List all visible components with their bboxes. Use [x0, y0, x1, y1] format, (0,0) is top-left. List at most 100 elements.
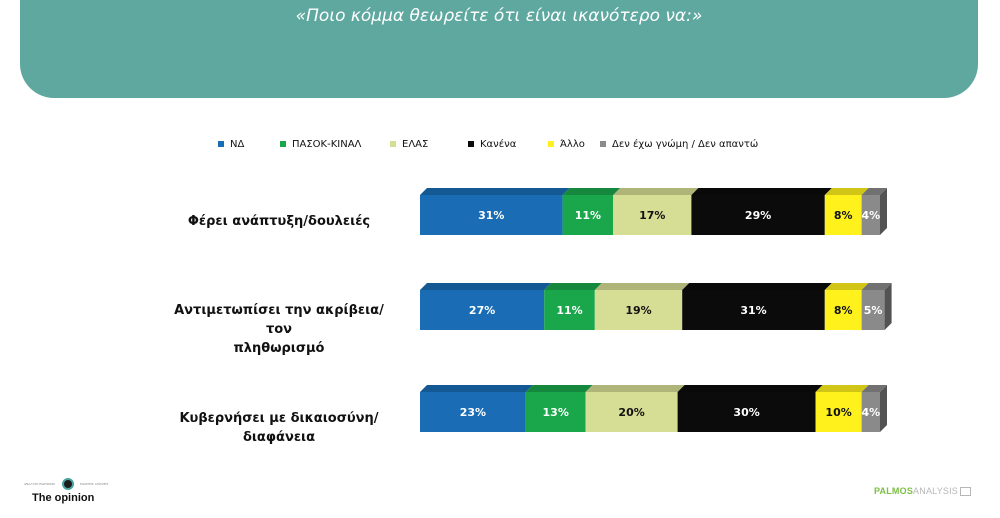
bar-segment-front	[824, 195, 862, 235]
bar-segment-top	[544, 283, 602, 290]
bar-segment-front	[682, 290, 825, 330]
bar-segment-front	[594, 290, 683, 330]
bar-segment-top	[815, 385, 869, 392]
bar-segment-top	[594, 283, 690, 290]
the-opinion-logo: ΑΝΑΛΥΣΗ ΕΙΔΗΣΕΩΝ ΕΙΔΗΣΕΙΣ ΑΠΟΨΕΙΣ The op…	[24, 478, 134, 508]
bar-segment-top	[691, 188, 832, 195]
bar-segment	[544, 283, 602, 330]
bar-segment-front	[420, 392, 526, 432]
data-label: 5%	[864, 304, 883, 317]
data-label: 31%	[740, 304, 766, 317]
bar-segment	[861, 385, 887, 432]
legend-label-elas: ΕΛΑΣ	[402, 138, 429, 150]
palmos-logo-text: PALMOS	[874, 486, 914, 496]
bar-segment-top	[525, 385, 593, 392]
title-banner: «Ποιο κόμμα θεωρείτε ότι είναι ικανότερο…	[20, 0, 978, 98]
bar-segment-top	[585, 385, 685, 392]
bar-segment-front	[824, 290, 862, 330]
bar-segment	[824, 283, 869, 330]
bar-segment-front	[815, 392, 862, 432]
data-label: 11%	[575, 209, 601, 222]
category-label-anaptyxi: Φέρει ανάπτυξη/δουλειές	[164, 213, 394, 232]
legend-item-kanena: Κανένα	[468, 139, 548, 150]
bar-segment	[420, 188, 570, 235]
bar-segment-front	[420, 195, 563, 235]
bar-segment-top	[861, 283, 892, 290]
bar-segment-top	[824, 283, 869, 290]
bar-segment-front	[691, 195, 825, 235]
bar-segment	[691, 188, 832, 235]
bar-segment	[525, 385, 593, 432]
logo-tagline-right: ΕΙΔΗΣΕΙΣ ΑΠΟΨΕΙΣ	[80, 482, 109, 486]
legend-label-nd: ΝΔ	[230, 138, 245, 150]
legend-swatch-elas	[390, 141, 396, 147]
category-label-line: Αντιμετωπίσει την ακρίβεια/τον	[174, 303, 384, 337]
legend-item-den-exo-gnomi: Δεν έχω γνώμη / Δεν απαντώ	[600, 139, 758, 150]
data-label: 27%	[469, 304, 495, 317]
legend-item-elas: ΕΛΑΣ	[390, 139, 468, 150]
legend-item-pasok: ΠΑΣΟΚ-ΚΙΝΑΛ	[280, 139, 390, 150]
legend-label-pasok: ΠΑΣΟΚ-ΚΙΝΑΛ	[292, 138, 362, 150]
data-label: 20%	[618, 406, 644, 419]
bar-side-face	[880, 385, 887, 432]
data-label: 4%	[861, 209, 880, 222]
data-label: 17%	[639, 209, 665, 222]
legend-label-den-exo-gnomi: Δεν έχω γνώμη / Δεν απαντώ	[612, 138, 759, 150]
data-label: 23%	[460, 406, 486, 419]
category-label-line: πληθωρισμό	[233, 340, 325, 356]
bar-segment-front	[677, 392, 816, 432]
speech-bubble-icon	[960, 487, 971, 497]
bar-segment-top	[677, 385, 823, 392]
data-label: 29%	[745, 209, 771, 222]
bar-segment-front	[861, 290, 885, 330]
data-label: 19%	[625, 304, 651, 317]
bar-segment-top	[613, 188, 699, 195]
bar-segment	[682, 283, 832, 330]
legend-label-allo: Άλλο	[560, 138, 585, 150]
data-label: 8%	[834, 209, 853, 222]
bar-segment	[420, 283, 552, 330]
bar-segment	[677, 385, 823, 432]
data-label: 8%	[834, 304, 853, 317]
legend-swatch-nd	[218, 141, 224, 147]
bar-segment	[585, 385, 685, 432]
the-opinion-logo-mark	[62, 478, 74, 490]
data-label: 10%	[825, 406, 851, 419]
legend-item-allo: Άλλο	[548, 139, 600, 150]
bar-segment	[824, 188, 869, 235]
data-label: 4%	[861, 406, 880, 419]
legend: ΝΔ ΠΑΣΟΚ-ΚΙΝΑΛ ΕΛΑΣ Κανένα Άλλο Δεν έχω …	[218, 136, 758, 152]
bar-segment	[594, 283, 690, 330]
bar-segment-front	[525, 392, 586, 432]
bar-segment	[420, 385, 533, 432]
bar-segment	[861, 283, 892, 330]
bar-segment-top	[420, 283, 552, 290]
category-label-line: Φέρει ανάπτυξη/δουλειές	[187, 214, 371, 229]
logo-tagline-left: ΑΝΑΛΥΣΗ ΕΙΔΗΣΕΩΝ	[24, 482, 55, 486]
legend-label-kanena: Κανένα	[480, 138, 517, 150]
bar-segment-top	[420, 188, 570, 195]
bar-segment-top	[420, 385, 533, 392]
bar-segment-top	[824, 188, 869, 195]
bar-segment	[613, 188, 699, 235]
legend-swatch-kanena	[468, 141, 474, 147]
bar-segment	[815, 385, 869, 432]
data-label: 31%	[478, 209, 504, 222]
bar-segment-top	[861, 385, 887, 392]
bar-segment-top	[861, 188, 887, 195]
legend-item-nd: ΝΔ	[218, 139, 280, 150]
bar-segment	[861, 188, 887, 235]
category-label-akriveia: Αντιμετωπίσει την ακρίβεια/τον πληθωρισμ…	[164, 302, 394, 359]
bar-segment-front	[585, 392, 678, 432]
bar-segment-front	[861, 195, 880, 235]
legend-swatch-den-exo-gnomi	[600, 141, 606, 147]
data-label: 11%	[556, 304, 582, 317]
data-label: 30%	[733, 406, 759, 419]
bar-segment-top	[562, 188, 621, 195]
bar-side-face	[884, 283, 892, 330]
bar-segment	[562, 188, 621, 235]
bar-segment-front	[861, 392, 880, 432]
bar-segment-front	[420, 290, 545, 330]
bar-segment-front	[544, 290, 595, 330]
